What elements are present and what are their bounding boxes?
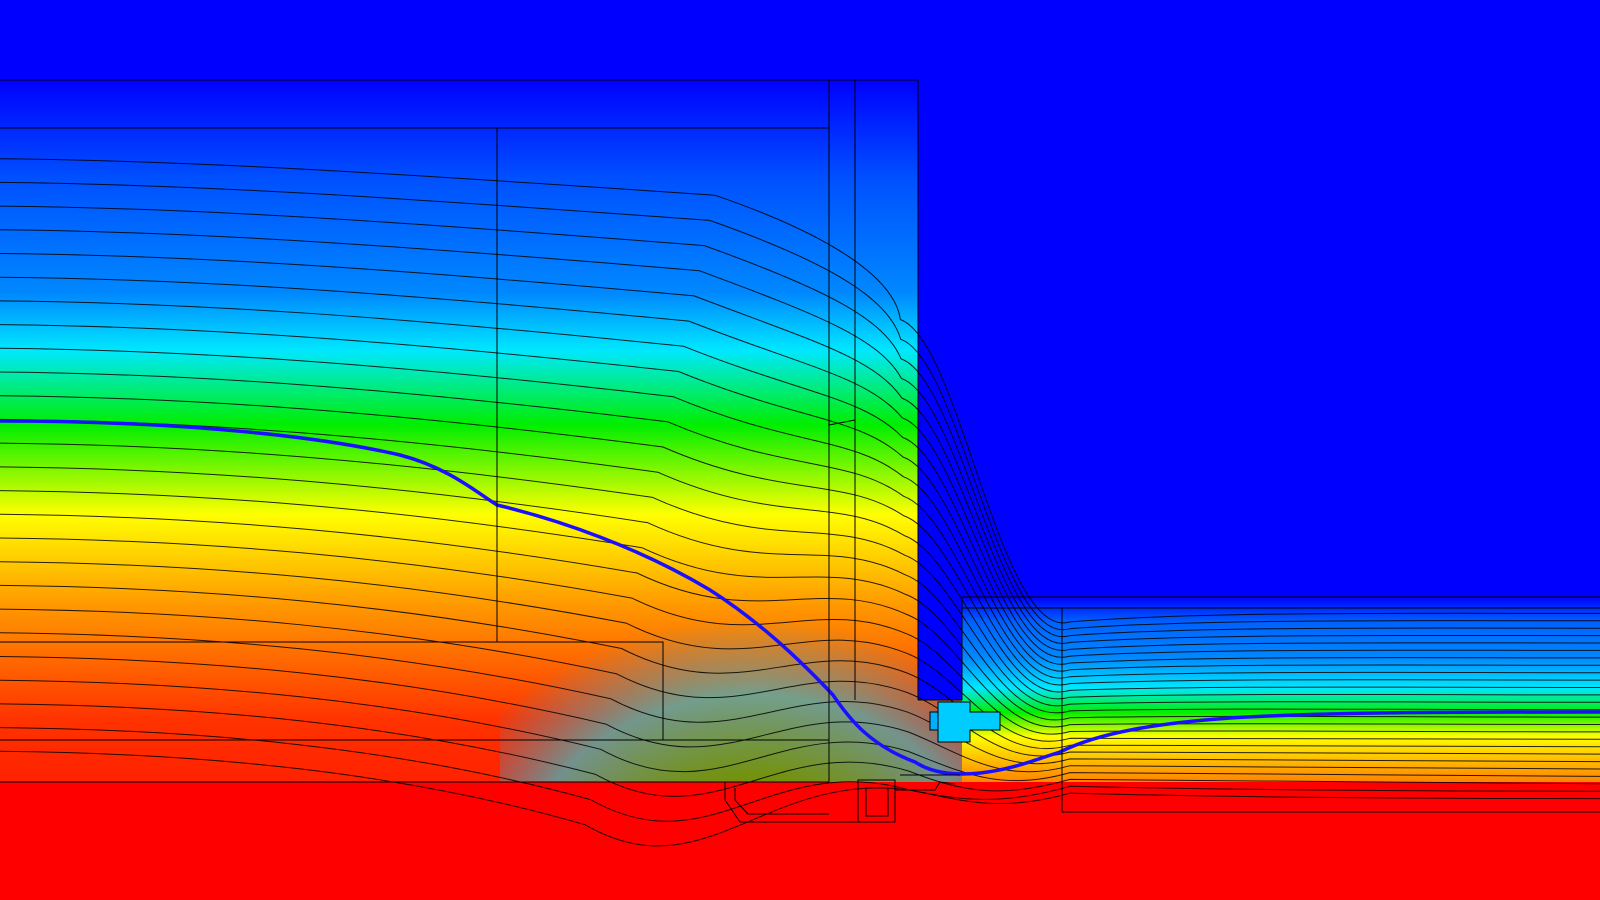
bead-clip — [929, 711, 939, 731]
door-sill-inner — [865, 787, 889, 817]
isotherm-line — [0, 158, 1600, 624]
isotherm-line — [0, 418, 1600, 700]
isotherm-line — [0, 442, 1600, 707]
isotherm-line — [0, 229, 1600, 644]
gasket-outline — [895, 781, 956, 791]
isotherm-line — [0, 181, 1600, 631]
isotherm-line — [0, 584, 1600, 750]
isotherm-line — [0, 632, 1600, 765]
isotherm-line — [0, 608, 1600, 757]
isotherm-line — [0, 537, 1600, 735]
isotherm-line — [0, 347, 1600, 679]
glazing-bead-shape — [937, 701, 1001, 743]
threshold-inner-outline — [734, 788, 829, 815]
isotherm-line — [0, 727, 1600, 822]
isotherm-line — [0, 324, 1600, 672]
isotherm-line — [0, 276, 1600, 658]
isotherm-line — [0, 561, 1600, 742]
isotherm-line — [0, 253, 1600, 651]
isotherm-line — [0, 300, 1600, 665]
window-glazing-bead — [929, 701, 1001, 743]
isotherm-line — [0, 395, 1600, 693]
isotherm-lines — [0, 158, 1600, 847]
isotherm-line — [0, 371, 1600, 686]
isotherm-line — [0, 466, 1600, 714]
construction-outlines — [0, 79, 1600, 823]
threshold-profile-outline — [724, 782, 885, 823]
threshold-warm-zone — [0, 782, 1600, 900]
isotherm-line — [0, 205, 1600, 637]
isotherm-line — [0, 750, 1600, 847]
isotherm-line — [0, 513, 1600, 728]
wall-outer-outline — [0, 79, 919, 700]
highlight-isotherm — [0, 419, 1600, 776]
door-sill-outline — [857, 779, 896, 823]
